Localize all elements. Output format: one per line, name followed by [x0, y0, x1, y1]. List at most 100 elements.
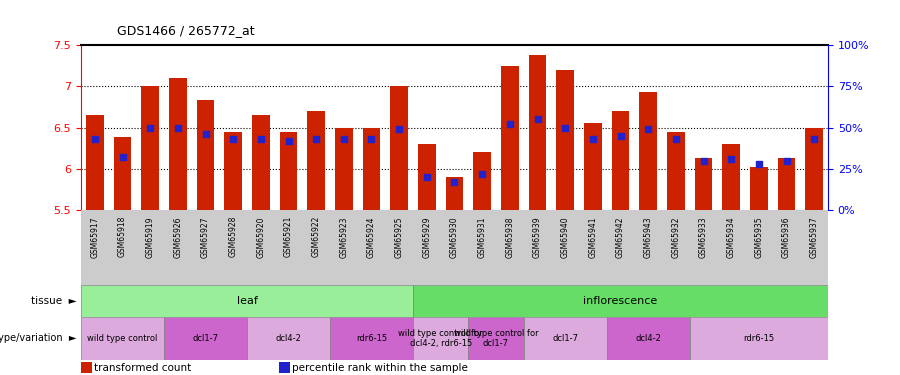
Bar [722, 144, 740, 210]
Bar [750, 167, 768, 210]
Point [724, 156, 738, 162]
Text: dcl4-2: dcl4-2 [635, 334, 662, 343]
Text: GSM65917: GSM65917 [90, 216, 99, 258]
Point [87, 136, 102, 142]
Text: GSM65929: GSM65929 [422, 216, 431, 258]
Point [697, 158, 711, 164]
Text: GSM65926: GSM65926 [174, 216, 183, 258]
Bar [169, 78, 187, 210]
Text: GSM65940: GSM65940 [561, 216, 570, 258]
Point [364, 136, 379, 142]
Text: leaf: leaf [237, 296, 257, 306]
Point [475, 171, 490, 177]
Bar [252, 115, 270, 210]
Text: GSM65921: GSM65921 [284, 216, 293, 257]
Point [752, 161, 766, 167]
Text: GSM65937: GSM65937 [810, 216, 819, 258]
Bar [556, 70, 574, 210]
Text: inflorescence: inflorescence [583, 296, 658, 306]
Text: GDS1466 / 265772_at: GDS1466 / 265772_at [117, 24, 255, 37]
Bar [391, 86, 409, 210]
Text: GSM65925: GSM65925 [395, 216, 404, 258]
Text: dcl1-7: dcl1-7 [193, 334, 219, 343]
Point [669, 136, 683, 142]
Text: GSM65932: GSM65932 [671, 216, 680, 258]
Point [586, 136, 600, 142]
Point [558, 124, 572, 130]
Text: GSM65920: GSM65920 [256, 216, 266, 258]
Bar [611, 111, 629, 210]
Point [115, 154, 130, 160]
Text: wild type control: wild type control [87, 334, 158, 343]
Bar [196, 100, 214, 210]
Point [641, 126, 655, 132]
Point [226, 136, 240, 142]
Text: GSM65936: GSM65936 [782, 216, 791, 258]
Text: GSM65934: GSM65934 [726, 216, 735, 258]
Point [613, 133, 627, 139]
Bar [695, 158, 713, 210]
Bar [413, 317, 468, 360]
Text: GSM65924: GSM65924 [367, 216, 376, 258]
Bar [86, 115, 104, 210]
Point [807, 136, 822, 142]
Bar [806, 128, 824, 210]
Text: GSM65928: GSM65928 [229, 216, 238, 257]
Bar [689, 317, 828, 360]
Point [779, 158, 794, 164]
Text: GSM65939: GSM65939 [533, 216, 542, 258]
Text: GSM65941: GSM65941 [589, 216, 598, 258]
Bar [500, 66, 518, 210]
Text: dcl1-7: dcl1-7 [553, 334, 578, 343]
Bar [667, 132, 685, 210]
Bar [468, 317, 524, 360]
Bar [141, 86, 159, 210]
Point [309, 136, 323, 142]
Bar [280, 132, 298, 210]
Bar [113, 137, 131, 210]
Bar [247, 317, 330, 360]
Text: GSM65942: GSM65942 [616, 216, 625, 258]
Text: rdr6-15: rdr6-15 [356, 334, 387, 343]
Point [419, 174, 434, 180]
Point [530, 116, 544, 122]
Text: GSM65922: GSM65922 [311, 216, 320, 257]
Point [282, 138, 296, 144]
Point [254, 136, 268, 142]
Point [171, 124, 185, 130]
Bar [418, 144, 436, 210]
Bar [164, 317, 247, 360]
Text: wild type control for
dcl1-7: wild type control for dcl1-7 [454, 329, 538, 348]
Point [143, 124, 157, 130]
Point [502, 121, 517, 127]
Bar [528, 55, 546, 210]
Bar [446, 177, 464, 210]
Bar [330, 317, 413, 360]
Bar [335, 128, 353, 210]
Text: transformed count: transformed count [94, 363, 192, 373]
Point [198, 131, 212, 137]
Bar [639, 92, 657, 210]
Text: GSM65923: GSM65923 [339, 216, 348, 258]
Text: GSM65931: GSM65931 [478, 216, 487, 258]
Point [447, 179, 462, 185]
Point [337, 136, 351, 142]
Bar [81, 285, 413, 317]
Bar [607, 317, 689, 360]
Bar [473, 152, 491, 210]
Bar [81, 317, 164, 360]
Text: GSM65918: GSM65918 [118, 216, 127, 257]
Text: dcl4-2: dcl4-2 [275, 334, 302, 343]
Text: GSM65943: GSM65943 [644, 216, 652, 258]
Text: GSM65930: GSM65930 [450, 216, 459, 258]
Text: GSM65919: GSM65919 [146, 216, 155, 258]
Bar [584, 123, 602, 210]
Bar [778, 158, 796, 210]
Bar [363, 128, 381, 210]
Bar [224, 132, 242, 210]
Point [392, 126, 407, 132]
Text: GSM65933: GSM65933 [699, 216, 708, 258]
Text: GSM65938: GSM65938 [505, 216, 514, 258]
Text: GSM65927: GSM65927 [201, 216, 210, 258]
Text: percentile rank within the sample: percentile rank within the sample [292, 363, 468, 373]
